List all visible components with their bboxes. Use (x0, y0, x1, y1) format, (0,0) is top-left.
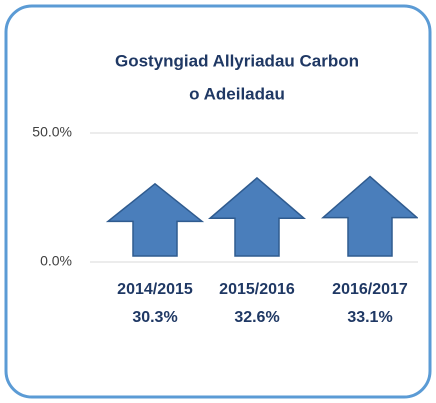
arrow (320, 175, 418, 257)
x-tick-label: 2016/2017 (332, 281, 408, 298)
value-label: 32.6% (234, 309, 279, 326)
plot: Gostyngiad Allyriadau Carbon o Adeiladau… (32, 51, 418, 326)
y-tick-label: 0.0% (40, 253, 72, 269)
y-tick-label: 50.0% (32, 124, 72, 140)
arrow (105, 182, 205, 257)
arrow (207, 176, 307, 257)
value-label: 33.1% (347, 309, 392, 326)
frame (4, 4, 432, 399)
value-label: 30.3% (132, 309, 177, 326)
x-tick-label: 2015/2016 (219, 281, 295, 298)
x-tick-label: 2014/2015 (117, 281, 193, 298)
chart-title: Gostyngiad Allyriadau Carbon (115, 51, 359, 70)
chart-title: o Adeiladau (189, 84, 285, 103)
